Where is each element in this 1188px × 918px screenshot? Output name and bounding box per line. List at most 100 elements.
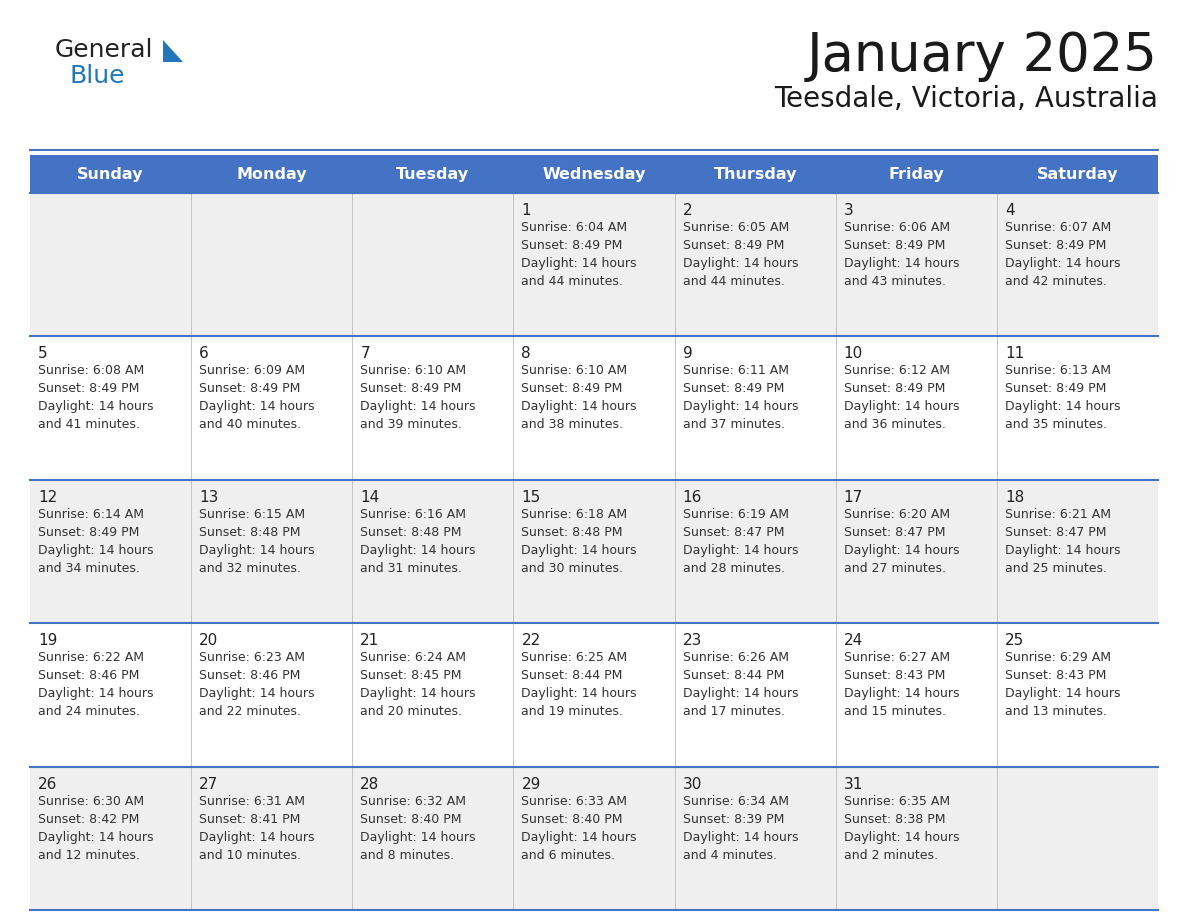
Text: January 2025: January 2025 bbox=[807, 30, 1158, 82]
Text: Sunrise: 6:26 AM: Sunrise: 6:26 AM bbox=[683, 651, 789, 665]
Text: 17: 17 bbox=[843, 490, 862, 505]
Text: Sunset: 8:49 PM: Sunset: 8:49 PM bbox=[360, 383, 462, 396]
Text: Sunset: 8:49 PM: Sunset: 8:49 PM bbox=[843, 383, 946, 396]
Text: 18: 18 bbox=[1005, 490, 1024, 505]
Text: Saturday: Saturday bbox=[1037, 166, 1118, 182]
Polygon shape bbox=[163, 40, 183, 62]
Text: Sunset: 8:44 PM: Sunset: 8:44 PM bbox=[522, 669, 623, 682]
Text: 21: 21 bbox=[360, 633, 379, 648]
Text: Sunset: 8:48 PM: Sunset: 8:48 PM bbox=[522, 526, 623, 539]
Text: Sunset: 8:49 PM: Sunset: 8:49 PM bbox=[522, 239, 623, 252]
Text: Sunrise: 6:31 AM: Sunrise: 6:31 AM bbox=[200, 795, 305, 808]
Text: Sunrise: 6:29 AM: Sunrise: 6:29 AM bbox=[1005, 651, 1111, 665]
Text: 3: 3 bbox=[843, 203, 853, 218]
Text: Daylight: 14 hours: Daylight: 14 hours bbox=[1005, 688, 1120, 700]
Text: Sunset: 8:45 PM: Sunset: 8:45 PM bbox=[360, 669, 462, 682]
Text: and 42 minutes.: and 42 minutes. bbox=[1005, 275, 1107, 288]
Text: Sunrise: 6:30 AM: Sunrise: 6:30 AM bbox=[38, 795, 144, 808]
Text: Sunset: 8:42 PM: Sunset: 8:42 PM bbox=[38, 812, 139, 825]
Text: 16: 16 bbox=[683, 490, 702, 505]
Text: Sunset: 8:49 PM: Sunset: 8:49 PM bbox=[200, 383, 301, 396]
Text: Teesdale, Victoria, Australia: Teesdale, Victoria, Australia bbox=[775, 85, 1158, 113]
Text: Sunset: 8:48 PM: Sunset: 8:48 PM bbox=[360, 526, 462, 539]
Text: 12: 12 bbox=[38, 490, 57, 505]
Text: and 12 minutes.: and 12 minutes. bbox=[38, 848, 140, 862]
Text: Sunrise: 6:14 AM: Sunrise: 6:14 AM bbox=[38, 508, 144, 521]
Text: and 24 minutes.: and 24 minutes. bbox=[38, 705, 140, 718]
Text: and 15 minutes.: and 15 minutes. bbox=[843, 705, 946, 718]
Text: and 44 minutes.: and 44 minutes. bbox=[683, 275, 784, 288]
Text: Sunrise: 6:07 AM: Sunrise: 6:07 AM bbox=[1005, 221, 1111, 234]
Text: Sunrise: 6:18 AM: Sunrise: 6:18 AM bbox=[522, 508, 627, 521]
Text: Friday: Friday bbox=[889, 166, 944, 182]
Text: Daylight: 14 hours: Daylight: 14 hours bbox=[522, 543, 637, 557]
Text: 7: 7 bbox=[360, 346, 369, 362]
Text: Sunset: 8:49 PM: Sunset: 8:49 PM bbox=[1005, 383, 1106, 396]
Text: and 44 minutes.: and 44 minutes. bbox=[522, 275, 624, 288]
Text: Sunset: 8:46 PM: Sunset: 8:46 PM bbox=[38, 669, 139, 682]
Text: and 39 minutes.: and 39 minutes. bbox=[360, 419, 462, 431]
Text: Sunrise: 6:21 AM: Sunrise: 6:21 AM bbox=[1005, 508, 1111, 521]
Text: Sunrise: 6:33 AM: Sunrise: 6:33 AM bbox=[522, 795, 627, 808]
Text: Sunrise: 6:06 AM: Sunrise: 6:06 AM bbox=[843, 221, 950, 234]
Text: 5: 5 bbox=[38, 346, 48, 362]
Text: Sunset: 8:39 PM: Sunset: 8:39 PM bbox=[683, 812, 784, 825]
Text: Tuesday: Tuesday bbox=[397, 166, 469, 182]
Text: Sunrise: 6:10 AM: Sunrise: 6:10 AM bbox=[360, 364, 467, 377]
Text: 11: 11 bbox=[1005, 346, 1024, 362]
Text: Sunrise: 6:34 AM: Sunrise: 6:34 AM bbox=[683, 795, 789, 808]
Bar bbox=[30, 336, 1158, 480]
Text: Sunset: 8:49 PM: Sunset: 8:49 PM bbox=[1005, 239, 1106, 252]
Text: Sunrise: 6:25 AM: Sunrise: 6:25 AM bbox=[522, 651, 627, 665]
Text: Daylight: 14 hours: Daylight: 14 hours bbox=[522, 688, 637, 700]
Text: Sunrise: 6:05 AM: Sunrise: 6:05 AM bbox=[683, 221, 789, 234]
Bar bbox=[30, 193, 1158, 336]
Text: Sunrise: 6:27 AM: Sunrise: 6:27 AM bbox=[843, 651, 950, 665]
Text: Sunrise: 6:11 AM: Sunrise: 6:11 AM bbox=[683, 364, 789, 377]
Bar bbox=[30, 155, 1158, 193]
Text: Daylight: 14 hours: Daylight: 14 hours bbox=[1005, 400, 1120, 413]
Text: Sunset: 8:47 PM: Sunset: 8:47 PM bbox=[683, 526, 784, 539]
Text: Sunset: 8:49 PM: Sunset: 8:49 PM bbox=[683, 239, 784, 252]
Text: and 34 minutes.: and 34 minutes. bbox=[38, 562, 140, 575]
Text: Blue: Blue bbox=[69, 64, 125, 88]
Text: 1: 1 bbox=[522, 203, 531, 218]
Text: Daylight: 14 hours: Daylight: 14 hours bbox=[38, 688, 153, 700]
Text: Daylight: 14 hours: Daylight: 14 hours bbox=[522, 257, 637, 270]
Text: Daylight: 14 hours: Daylight: 14 hours bbox=[522, 400, 637, 413]
Text: Daylight: 14 hours: Daylight: 14 hours bbox=[360, 688, 475, 700]
Text: 24: 24 bbox=[843, 633, 862, 648]
Text: Sunrise: 6:04 AM: Sunrise: 6:04 AM bbox=[522, 221, 627, 234]
Text: 10: 10 bbox=[843, 346, 862, 362]
Text: Daylight: 14 hours: Daylight: 14 hours bbox=[360, 543, 475, 557]
Text: Sunrise: 6:09 AM: Sunrise: 6:09 AM bbox=[200, 364, 305, 377]
Text: Sunset: 8:49 PM: Sunset: 8:49 PM bbox=[683, 383, 784, 396]
Text: Daylight: 14 hours: Daylight: 14 hours bbox=[200, 831, 315, 844]
Text: Sunrise: 6:15 AM: Sunrise: 6:15 AM bbox=[200, 508, 305, 521]
Text: Sunset: 8:43 PM: Sunset: 8:43 PM bbox=[1005, 669, 1106, 682]
Text: and 43 minutes.: and 43 minutes. bbox=[843, 275, 946, 288]
Text: Daylight: 14 hours: Daylight: 14 hours bbox=[843, 257, 959, 270]
Text: Daylight: 14 hours: Daylight: 14 hours bbox=[843, 543, 959, 557]
Text: Sunrise: 6:22 AM: Sunrise: 6:22 AM bbox=[38, 651, 144, 665]
Text: Sunrise: 6:19 AM: Sunrise: 6:19 AM bbox=[683, 508, 789, 521]
Text: Sunset: 8:48 PM: Sunset: 8:48 PM bbox=[200, 526, 301, 539]
Text: 26: 26 bbox=[38, 777, 57, 791]
Text: 20: 20 bbox=[200, 633, 219, 648]
Text: Daylight: 14 hours: Daylight: 14 hours bbox=[200, 688, 315, 700]
Text: Sunset: 8:49 PM: Sunset: 8:49 PM bbox=[38, 526, 139, 539]
Text: 14: 14 bbox=[360, 490, 379, 505]
Bar bbox=[30, 767, 1158, 910]
Text: Daylight: 14 hours: Daylight: 14 hours bbox=[38, 543, 153, 557]
Text: Daylight: 14 hours: Daylight: 14 hours bbox=[683, 257, 798, 270]
Text: 4: 4 bbox=[1005, 203, 1015, 218]
Text: Sunrise: 6:12 AM: Sunrise: 6:12 AM bbox=[843, 364, 949, 377]
Text: 29: 29 bbox=[522, 777, 541, 791]
Text: Sunrise: 6:24 AM: Sunrise: 6:24 AM bbox=[360, 651, 466, 665]
Text: Daylight: 14 hours: Daylight: 14 hours bbox=[360, 400, 475, 413]
Text: 19: 19 bbox=[38, 633, 57, 648]
Text: 30: 30 bbox=[683, 777, 702, 791]
Text: Daylight: 14 hours: Daylight: 14 hours bbox=[1005, 543, 1120, 557]
Text: Daylight: 14 hours: Daylight: 14 hours bbox=[522, 831, 637, 844]
Text: 31: 31 bbox=[843, 777, 864, 791]
